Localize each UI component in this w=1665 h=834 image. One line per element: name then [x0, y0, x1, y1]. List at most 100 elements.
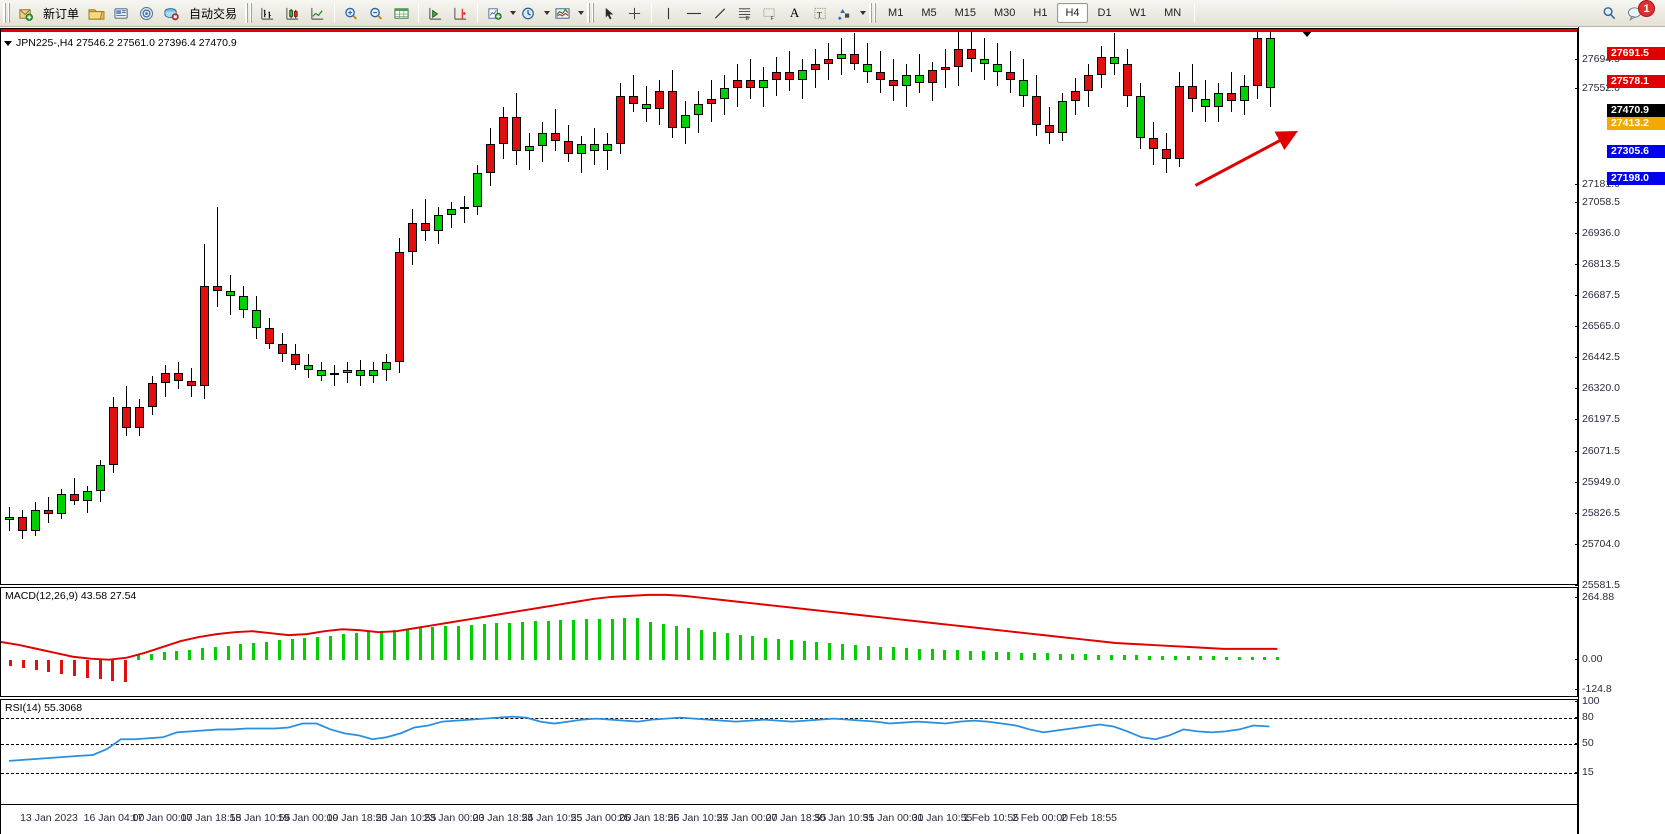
shapes-caret-icon[interactable] — [860, 11, 867, 15]
price-level-label[interactable]: 27413.2 — [1607, 117, 1665, 130]
auto-trading-button[interactable] — [160, 2, 183, 25]
shift-start-button[interactable] — [424, 2, 447, 25]
line-chart-button[interactable] — [306, 2, 329, 25]
fibonacci-button[interactable]: E — [733, 2, 756, 25]
candle-body — [1057, 101, 1067, 133]
candle-body — [693, 103, 703, 115]
equidistant-channel-button[interactable]: F — [758, 2, 781, 25]
toolbar-grip[interactable] — [3, 3, 10, 23]
macd-pane[interactable]: MACD(12,26,9) 43.58 27.54 — [0, 587, 1578, 697]
macd-bar — [687, 627, 691, 660]
price-level-label[interactable]: 27198.0 — [1607, 172, 1665, 185]
price-level-label[interactable]: 27470.9 — [1607, 104, 1665, 117]
chart-area[interactable]: JPN225-,H4 27546.2 27561.0 27396.4 27470… — [0, 27, 1665, 834]
candle-body — [719, 88, 729, 99]
chart-scroll-marker-icon[interactable] — [1301, 30, 1313, 37]
text-label-button[interactable]: T — [808, 2, 831, 25]
timeframe-m30[interactable]: M30 — [994, 7, 1016, 19]
news-button[interactable] — [110, 2, 133, 25]
price-scale[interactable]: 27694.5 27552.0 27181.0 27058.5 26936.0 26813… — [1575, 27, 1665, 834]
candle-body — [550, 132, 560, 141]
macd-bar — [265, 641, 268, 660]
price-tick: 100 — [1582, 695, 1600, 707]
templates-button[interactable] — [551, 2, 574, 25]
candlestick-chart-button[interactable] — [281, 2, 304, 25]
search-button[interactable] — [1598, 2, 1621, 25]
macd-bar — [764, 637, 768, 660]
timeframe-m5[interactable]: M5 — [921, 7, 937, 19]
candle — [979, 29, 989, 586]
new-order-label[interactable]: 新订单 — [43, 6, 80, 21]
svg-text:T: T — [816, 9, 821, 19]
candle — [524, 29, 534, 586]
shift-end-button[interactable] — [449, 2, 472, 25]
price-tick: 25704.0 — [1582, 538, 1620, 550]
candle-body — [69, 494, 79, 501]
trendline-button[interactable] — [708, 2, 731, 25]
rsi-pane[interactable]: RSI(14) 55.3068 — [0, 699, 1578, 805]
price-level-label[interactable]: 27578.1 — [1607, 75, 1665, 88]
macd-bar — [674, 625, 678, 660]
toolbar-grip-3[interactable] — [587, 3, 595, 23]
horizontal-line-button[interactable] — [682, 2, 706, 25]
candle-body — [680, 114, 690, 128]
candle-body — [199, 285, 209, 387]
macd-bar — [533, 621, 537, 660]
chart-top-boundary — [1, 29, 1577, 32]
candle-body — [992, 64, 1002, 73]
macd-bar — [892, 647, 896, 660]
timeframe-m1[interactable]: M1 — [888, 7, 904, 19]
candle — [1031, 29, 1041, 586]
timeframe-m15[interactable]: M15 — [954, 7, 976, 19]
text-button[interactable]: A — [783, 2, 806, 25]
candle-body — [966, 48, 976, 60]
period-caret-icon[interactable] — [544, 11, 551, 15]
alerts-button[interactable]: 1 — [1623, 0, 1658, 25]
macd-bar — [1148, 655, 1152, 660]
macd-bar — [1199, 656, 1203, 660]
data-window-button[interactable] — [390, 2, 413, 25]
timeframe-d1[interactable]: D1 — [1097, 7, 1112, 19]
toolbar-grip-4[interactable] — [869, 3, 877, 23]
time-axis-label: 2 Feb 00:00 — [1011, 812, 1069, 824]
shapes-button[interactable] — [833, 2, 856, 25]
timeframe-h1[interactable]: H1 — [1033, 7, 1048, 19]
add-indicator-button[interactable] — [483, 2, 506, 25]
tick-mark — [1575, 597, 1579, 598]
add-indicator-caret-icon[interactable] — [510, 11, 517, 15]
price-level-label[interactable]: 27691.5 — [1607, 47, 1665, 60]
macd-bar — [917, 648, 921, 660]
cursor-button[interactable] — [598, 2, 621, 25]
time-axis[interactable]: 13 Jan 2023 16 Jan 04:00 17 Jan 00:00 17 Ja… — [0, 805, 1578, 834]
signal-button[interactable] — [135, 2, 158, 25]
timeframe-mn[interactable]: MN — [1164, 7, 1182, 19]
timeframe-h4[interactable]: H4 — [1057, 3, 1088, 23]
tick-mark — [1575, 451, 1579, 452]
templates-caret-icon[interactable] — [578, 11, 585, 15]
candle-body — [628, 96, 638, 104]
new-order-button[interactable] — [14, 2, 37, 25]
period-button[interactable] — [517, 2, 540, 25]
candle-wick — [216, 206, 218, 307]
candle-body — [836, 53, 846, 60]
toolbar-grip-2[interactable] — [245, 3, 253, 23]
zoom-in-button[interactable] — [340, 2, 363, 25]
chart-collapse-icon[interactable] — [4, 40, 12, 46]
crosshair-button[interactable] — [623, 2, 646, 25]
price-chart-pane[interactable]: JPN225-,H4 27546.2 27561.0 27396.4 27470… — [0, 27, 1578, 586]
candle — [277, 29, 287, 586]
candle — [693, 29, 703, 586]
vertical-line-icon — [667, 7, 670, 19]
macd-bar — [380, 631, 384, 660]
price-level-label[interactable]: 27305.6 — [1607, 145, 1665, 158]
price-tick: 264.88 — [1582, 591, 1615, 603]
vertical-line-button[interactable] — [657, 2, 680, 25]
auto-trading-label[interactable]: 自动交易 — [189, 6, 238, 21]
timeframe-w1[interactable]: W1 — [1129, 7, 1147, 19]
zoom-out-button[interactable] — [365, 2, 388, 25]
candle-wick — [554, 109, 556, 152]
bar-chart-button[interactable] — [256, 2, 279, 25]
macd-bar — [85, 660, 89, 678]
folder-button[interactable] — [85, 2, 108, 25]
time-axis-label: 20 Jan 10:55 — [375, 812, 437, 824]
